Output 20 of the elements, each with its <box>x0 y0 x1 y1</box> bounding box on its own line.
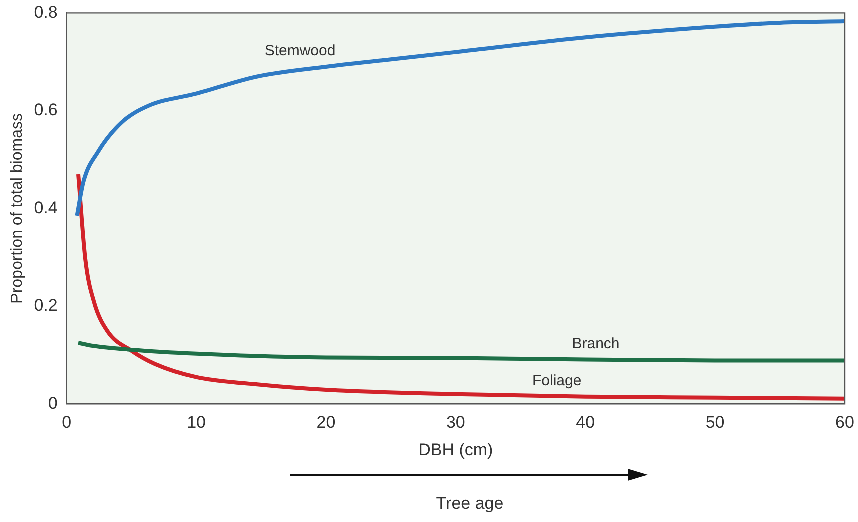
series-label: Stemwood <box>264 42 336 60</box>
x-tick-label: 0 <box>62 413 72 432</box>
series-label: Foliage <box>532 372 582 390</box>
series-label: Branch <box>572 335 620 352</box>
x-tick-label: 10 <box>187 413 206 432</box>
line-series <box>76 172 845 401</box>
y-tick-label: 0.8 <box>34 2 58 22</box>
text: Tree age <box>435 494 505 514</box>
y-tick-label: 0.4 <box>34 198 58 218</box>
y-axis-title: Proportion of total biomass <box>9 114 26 304</box>
x-tick-label: 50 <box>706 413 725 432</box>
x-tick-label: 20 <box>316 413 336 432</box>
x-tick-label: 30 <box>446 413 466 432</box>
line-series <box>75 20 845 218</box>
x-tick-label: 60 <box>836 413 854 432</box>
y-tick-label: 0 <box>48 394 58 413</box>
x-tick-label: 40 <box>576 413 596 432</box>
y-tick-label: 0.6 <box>34 100 58 120</box>
y-tick-label: 0.2 <box>34 296 58 316</box>
x-axis-title: DBH (cm) <box>418 440 494 460</box>
